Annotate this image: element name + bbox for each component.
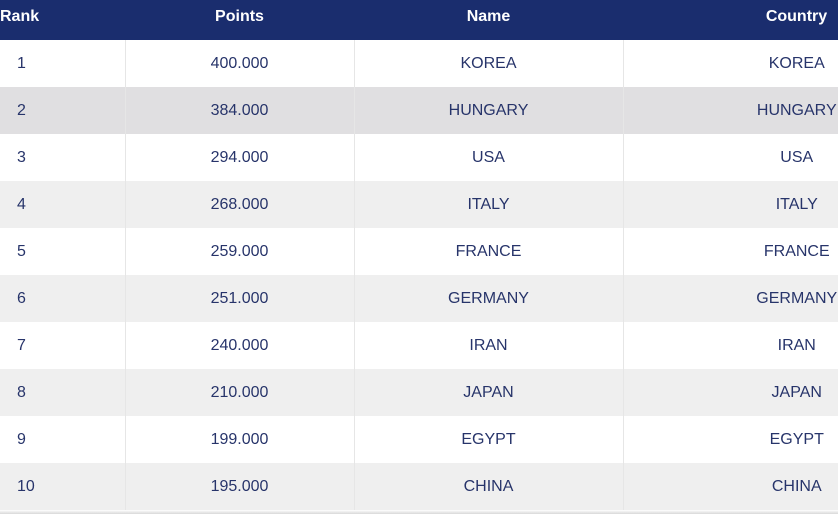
cell-name: HUNGARY	[353, 87, 623, 134]
cell-name: EGYPT	[353, 416, 623, 463]
cell-name: IRAN	[353, 322, 623, 369]
table-row[interactable]: 10 195.000 CHINA CHINA	[0, 463, 838, 510]
cell-name: USA	[353, 134, 623, 181]
cell-rank: 5	[0, 228, 125, 275]
cell-name: GERMANY	[353, 275, 623, 322]
header-points[interactable]: Points	[125, 0, 354, 40]
cell-country: HUNGARY	[622, 87, 838, 134]
cell-country: FRANCE	[622, 228, 838, 275]
cell-country: GERMANY	[622, 275, 838, 322]
cell-country: USA	[622, 134, 838, 181]
cell-rank: 4	[0, 181, 125, 228]
cell-points: 294.000	[124, 134, 354, 181]
cell-rank: 2	[0, 87, 125, 134]
table-header: Rank Points Name Country	[0, 0, 838, 40]
table-row[interactable]: 5 259.000 FRANCE FRANCE	[0, 228, 838, 275]
cell-name: ITALY	[353, 181, 623, 228]
table-row[interactable]: 7 240.000 IRAN IRAN	[0, 322, 838, 369]
cell-rank: 9	[0, 416, 125, 463]
cell-name: FRANCE	[353, 228, 623, 275]
table-row[interactable]: 3 294.000 USA USA	[0, 134, 838, 181]
cell-country: IRAN	[622, 322, 838, 369]
cell-rank: 3	[0, 134, 125, 181]
header-name[interactable]: Name	[354, 0, 623, 40]
cell-country: EGYPT	[622, 416, 838, 463]
cell-country: JAPAN	[622, 369, 838, 416]
cell-points: 259.000	[124, 228, 354, 275]
cell-points: 400.000	[124, 40, 354, 87]
cell-country: CHINA	[622, 463, 838, 510]
cell-rank: 1	[0, 40, 125, 87]
cell-rank: 7	[0, 322, 125, 369]
cell-country: KOREA	[622, 40, 838, 87]
cell-name: CHINA	[353, 463, 623, 510]
cell-country: ITALY	[622, 181, 838, 228]
cell-points: 251.000	[124, 275, 354, 322]
table-row[interactable]: 2 384.000 HUNGARY HUNGARY	[0, 87, 838, 134]
table-row[interactable]: 4 268.000 ITALY ITALY	[0, 181, 838, 228]
bottom-shadow	[0, 510, 838, 514]
cell-points: 210.000	[124, 369, 354, 416]
header-country[interactable]: Country	[623, 0, 838, 40]
table-row[interactable]: 9 199.000 EGYPT EGYPT	[0, 416, 838, 463]
cell-name: JAPAN	[353, 369, 623, 416]
cell-rank: 6	[0, 275, 125, 322]
cell-points: 195.000	[124, 463, 354, 510]
cell-rank: 10	[0, 463, 125, 510]
cell-points: 384.000	[124, 87, 354, 134]
table-row[interactable]: 1 400.000 KOREA KOREA	[0, 40, 838, 87]
cell-rank: 8	[0, 369, 125, 416]
cell-points: 268.000	[124, 181, 354, 228]
header-rank[interactable]: Rank	[0, 0, 125, 40]
cell-name: KOREA	[353, 40, 623, 87]
table-row[interactable]: 8 210.000 JAPAN JAPAN	[0, 369, 838, 416]
table-row[interactable]: 6 251.000 GERMANY GERMANY	[0, 275, 838, 322]
cell-points: 240.000	[124, 322, 354, 369]
cell-points: 199.000	[124, 416, 354, 463]
